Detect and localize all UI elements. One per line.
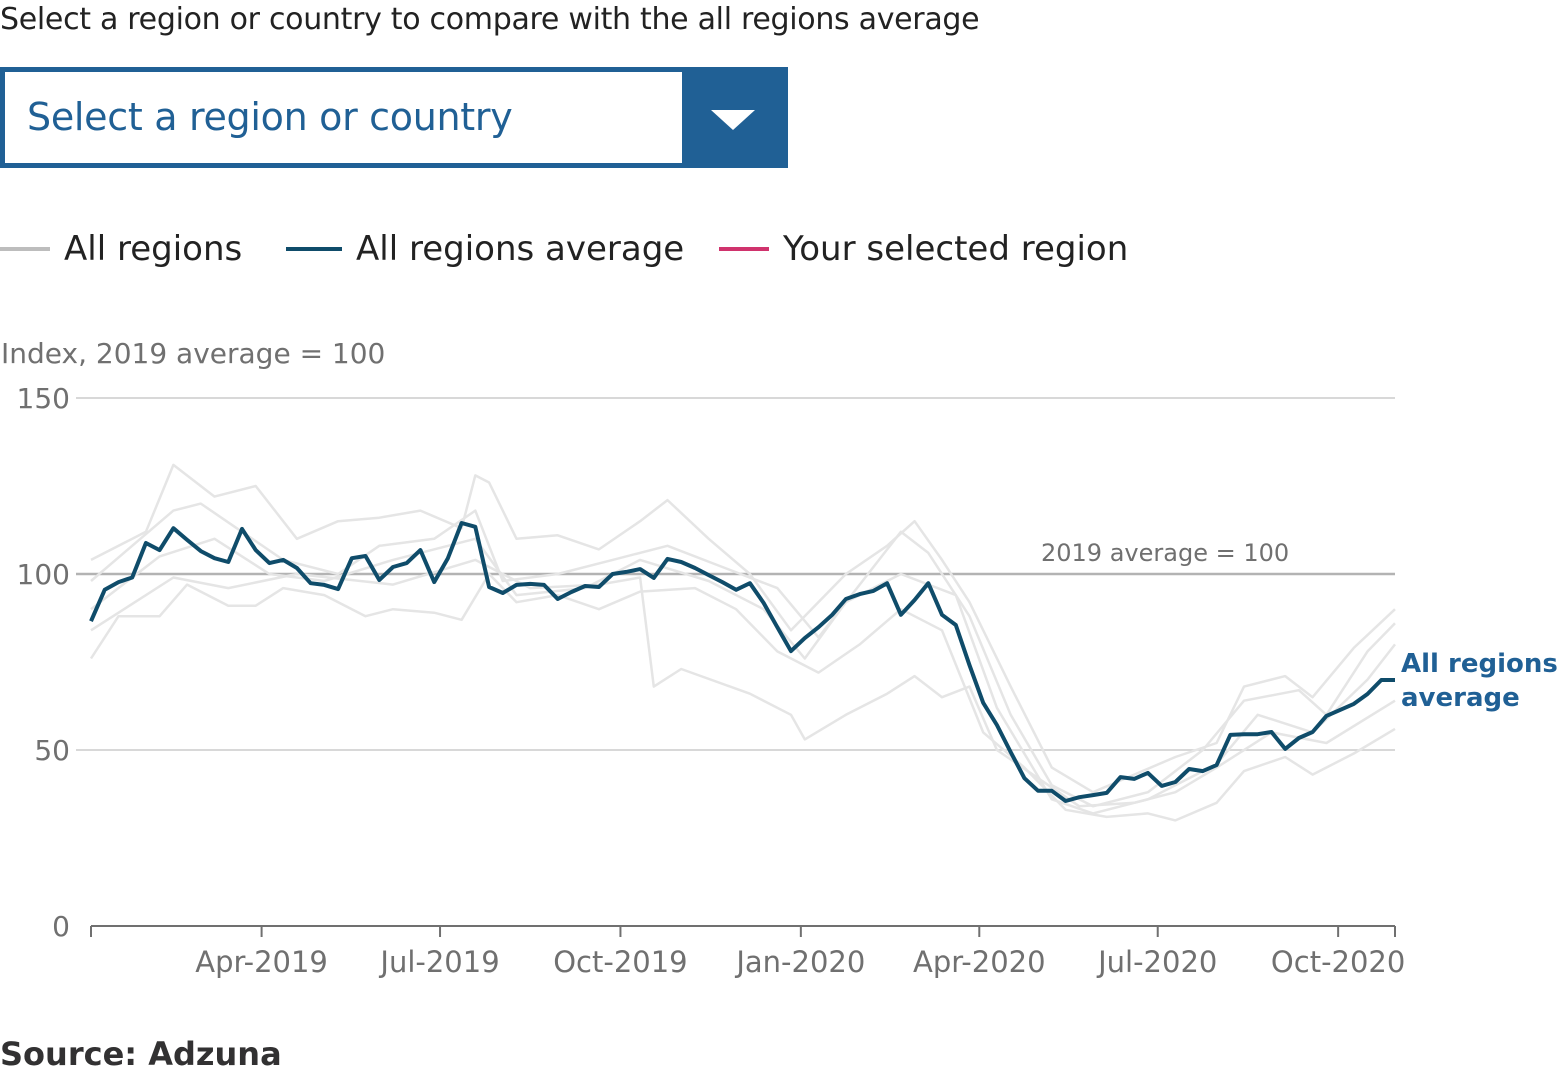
x-tick-label: Oct-2020 — [1271, 945, 1405, 979]
region-select-dropdown[interactable]: Select a region or country — [0, 67, 788, 168]
y-axis-title: Index, 2019 average = 100 — [1, 337, 385, 370]
legend-label: All regions — [64, 229, 243, 269]
source-note: Source: Adzuna — [0, 1035, 282, 1073]
legend-label: Your selected region — [783, 229, 1129, 269]
x-tick-label: Oct-2019 — [553, 945, 687, 979]
region-series-line — [89, 572, 1396, 822]
dropdown-toggle-button[interactable] — [682, 67, 788, 168]
region-series-line — [90, 502, 1396, 808]
legend-item-average: All regions average — [286, 226, 684, 272]
x-tick-label: Jul-2019 — [378, 945, 499, 979]
legend-swatch-all-regions — [0, 247, 50, 251]
end-label-line-2: average — [1401, 683, 1520, 713]
average-series-line — [89, 521, 1395, 803]
region-series-line — [90, 558, 1396, 808]
reference-line-label: 2019 average = 100 — [1041, 539, 1289, 567]
legend-item-selected-region: Your selected region — [719, 226, 1128, 272]
legend-item-all-regions: All regions — [0, 226, 242, 272]
region-series-line — [90, 463, 1396, 794]
legend-swatch-selected-region — [719, 247, 769, 251]
prompt-text: Select a region or country to compare wi… — [0, 2, 980, 37]
dropdown-selected-value: Select a region or country — [27, 95, 513, 139]
end-label-line-1: All regions — [1401, 649, 1558, 679]
legend-label: All regions average — [356, 229, 685, 269]
y-tick-label: 0 — [52, 910, 70, 943]
chevron-down-icon — [711, 110, 755, 130]
x-tick-label: Apr-2020 — [913, 945, 1046, 979]
y-tick-label: 100 — [17, 558, 70, 591]
x-tick-label: Jul-2020 — [1096, 945, 1217, 979]
legend-swatch-average — [286, 247, 342, 251]
y-tick-label: 150 — [17, 382, 70, 415]
x-tick-label: Jan-2020 — [734, 945, 865, 979]
y-tick-label: 50 — [34, 734, 70, 767]
x-tick-label: Apr-2019 — [195, 945, 328, 979]
